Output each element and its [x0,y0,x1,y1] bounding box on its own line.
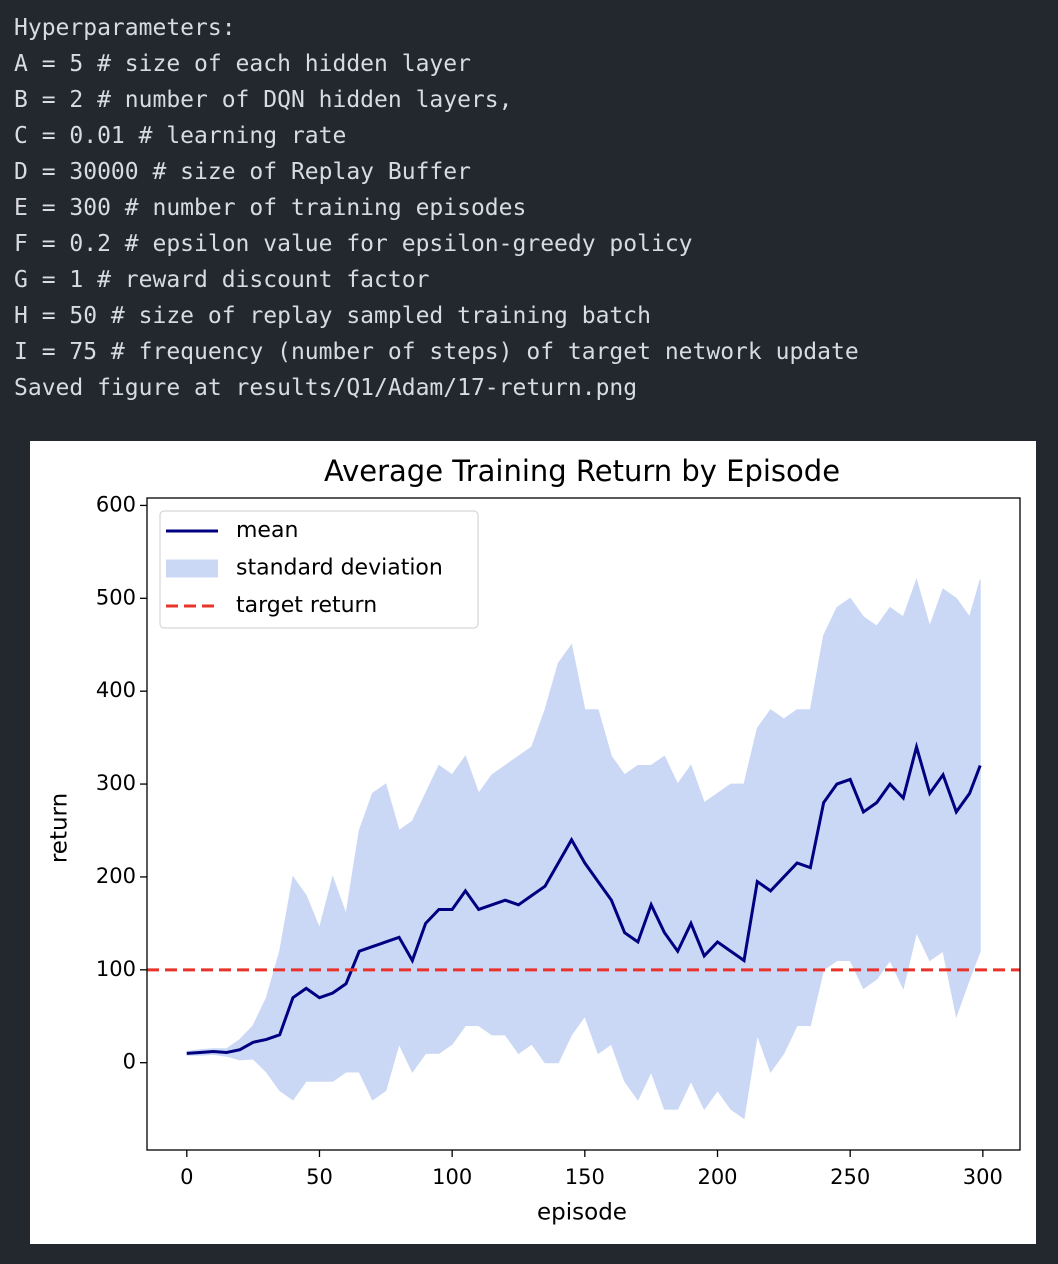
plot-area [147,578,1020,1120]
console-line: I = 75 # frequency (number of steps) of … [14,339,859,365]
chart-title: Average Training Return by Episode [324,454,840,488]
chart: Average Training Return by Episode episo… [30,441,1036,1244]
console-line: A = 5 # size of each hidden layer [14,51,471,77]
legend-label: target return [236,593,377,618]
console-line: G = 1 # reward discount factor [14,267,430,293]
y-tick-label: 300 [96,771,136,795]
console-line: Saved figure at results/Q1/Adam/17-retur… [14,375,638,401]
console-line: D = 30000 # size of Replay Buffer [14,159,471,185]
x-tick-label: 200 [697,1165,737,1189]
axes-frame [146,497,1021,1151]
console-line: F = 0.2 # epsilon value for epsilon-gree… [14,231,693,257]
legend-box [159,510,479,629]
y-tick-label: 100 [96,957,136,981]
x-tick-label: 300 [963,1165,1003,1189]
mean-line [186,741,982,1055]
x-tick-label: 150 [565,1165,605,1189]
console-line: B = 2 # number of DQN hidden layers, [14,87,513,113]
x-tick-label: 250 [830,1165,870,1189]
legend-label: mean [236,518,298,543]
console-output: Hyperparameters: A = 5 # size of each hid… [14,10,859,406]
y-tick-label: 400 [96,678,136,702]
legend-label: standard deviation [236,556,443,581]
x-tick-label: 0 [180,1165,193,1189]
console-line: H = 50 # size of replay sampled training… [14,303,651,329]
y-tick-label: 200 [96,864,136,888]
console-line: Hyperparameters: [14,15,236,41]
y-axis-label: return [47,793,73,863]
y-tick-label: 600 [96,492,136,516]
x-tick-label: 100 [432,1165,472,1189]
y-tick-label: 500 [96,585,136,609]
x-axis-label: episode [537,1200,627,1226]
legend-swatch [166,559,218,578]
legend: mean standard deviation target return [159,510,479,629]
std-band [186,578,981,1120]
console-line: C = 0.01 # learning rate [14,123,347,149]
y-tick-label: 0 [123,1050,136,1074]
x-tick-label: 50 [306,1165,333,1189]
console-line: E = 300 # number of training episodes [14,195,527,221]
